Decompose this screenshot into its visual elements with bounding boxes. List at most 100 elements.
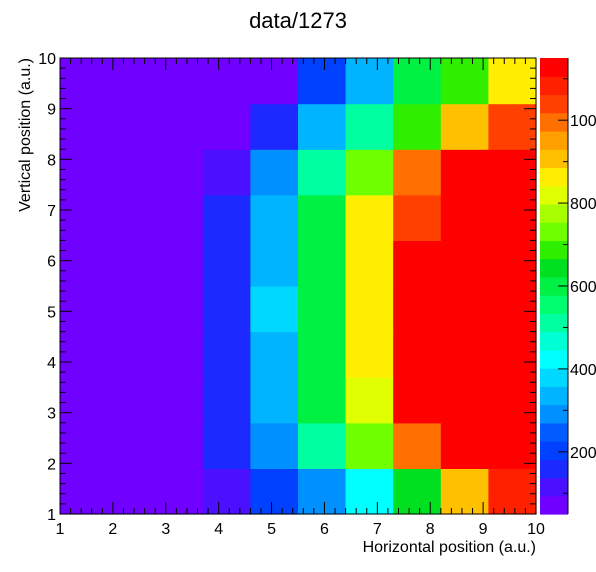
palette-swatch: [540, 258, 568, 278]
heatmap-cell: [488, 286, 537, 333]
heatmap-cell: [345, 377, 394, 424]
x-tick-label: 6: [320, 521, 329, 538]
heatmap-cell: [440, 149, 489, 196]
palette-tick-label: 200: [570, 445, 596, 462]
palette-swatch: [540, 94, 568, 114]
y-tick-label: 4: [47, 355, 56, 372]
heatmap-cell: [440, 377, 489, 424]
heatmap-cell: [202, 422, 251, 469]
x-tick-label: 1: [56, 521, 65, 538]
chart-title: data/1273: [249, 8, 347, 33]
heatmap-cell: [488, 103, 537, 150]
heatmap-cell: [155, 149, 204, 196]
palette-tick-label: 600: [570, 279, 596, 296]
y-tick-label: 3: [47, 406, 56, 423]
heatmap-cell: [60, 286, 109, 333]
heatmap-cell: [298, 194, 347, 241]
heatmap-cell: [202, 58, 251, 105]
heatmap-cell: [202, 286, 251, 333]
palette-swatch: [540, 203, 568, 223]
heatmap-cell: [393, 58, 442, 105]
heatmap-cell: [488, 331, 537, 378]
x-tick-label: 7: [373, 521, 382, 538]
heatmap-cell: [298, 377, 347, 424]
heatmap-cell: [488, 240, 537, 287]
heatmap-cell: [107, 331, 156, 378]
heatmap-cell: [488, 422, 537, 469]
palette-swatch: [540, 167, 568, 187]
palette-swatch: [540, 386, 568, 406]
heatmap-cell: [393, 149, 442, 196]
heatmap-cell: [393, 468, 442, 515]
heatmap-cell: [155, 194, 204, 241]
heatmap-cell: [488, 194, 537, 241]
palette-swatch: [540, 112, 568, 132]
heatmap-cell: [440, 468, 489, 515]
palette-swatch: [540, 422, 568, 442]
heatmap-cells: [60, 58, 537, 515]
heatmap-cell: [393, 194, 442, 241]
heatmap-cell: [488, 58, 537, 105]
heatmap-cell: [107, 58, 156, 105]
heatmap-cell: [393, 377, 442, 424]
heatmap-cell: [202, 194, 251, 241]
x-tick-label: 3: [161, 521, 170, 538]
heatmap-cell: [60, 194, 109, 241]
palette-swatch: [540, 130, 568, 150]
heatmap-cell: [250, 377, 299, 424]
heatmap-cell: [393, 240, 442, 287]
y-tick-label: 8: [47, 152, 56, 169]
heatmap-cell: [440, 58, 489, 105]
palette-swatch: [540, 349, 568, 369]
palette-swatch: [540, 477, 568, 497]
palette-swatch: [540, 240, 568, 260]
heatmap-cell: [345, 286, 394, 333]
color-palette: 200 400 600 800 100: [540, 58, 596, 515]
palette-swatch: [540, 295, 568, 314]
heatmap-cell: [202, 377, 251, 424]
y-tick-label: 10: [38, 51, 56, 68]
heatmap-cell: [155, 377, 204, 424]
palette-swatch: [540, 404, 568, 424]
heatmap-cell: [393, 422, 442, 469]
heatmap-cell: [250, 240, 299, 287]
heatmap-cell: [345, 468, 394, 515]
heatmap-cell: [60, 240, 109, 287]
heatmap-cell: [345, 103, 394, 150]
palette-swatch: [540, 185, 568, 205]
palette-tick-label: 400: [570, 362, 596, 379]
y-tick-label: 9: [47, 102, 56, 119]
y-axis-label: Vertical position (a.u.): [17, 58, 34, 212]
heatmap-cell: [440, 286, 489, 333]
y-tick-label: 2: [47, 456, 56, 473]
palette-swatch: [540, 149, 568, 169]
x-tick-label: 8: [426, 521, 435, 538]
heatmap-cell: [155, 286, 204, 333]
heatmap-cell: [60, 58, 109, 105]
heatmap-cell: [393, 103, 442, 150]
heatmap-cell: [440, 331, 489, 378]
heatmap-cell: [107, 240, 156, 287]
heatmap-cell: [298, 149, 347, 196]
y-tick-label: 6: [47, 254, 56, 271]
heatmap-cell: [155, 103, 204, 150]
heatmap-cell: [250, 286, 299, 333]
heatmap-cell: [298, 422, 347, 469]
heatmap-cell: [345, 422, 394, 469]
palette-swatch: [540, 459, 568, 479]
heatmap-cell: [250, 103, 299, 150]
heatmap-cell: [250, 422, 299, 469]
heatmap-cell: [202, 149, 251, 196]
palette-swatch: [540, 276, 568, 296]
heatmap-cell: [250, 194, 299, 241]
heatmap-cell: [345, 194, 394, 241]
y-tick-label: 1: [47, 507, 56, 524]
heatmap-cell: [345, 331, 394, 378]
heatmap-cell: [393, 286, 442, 333]
heatmap-cell: [107, 422, 156, 469]
heatmap-cell: [107, 149, 156, 196]
palette-swatch: [540, 313, 568, 333]
x-tick-label: 5: [267, 521, 276, 538]
heatmap-cell: [488, 149, 537, 196]
